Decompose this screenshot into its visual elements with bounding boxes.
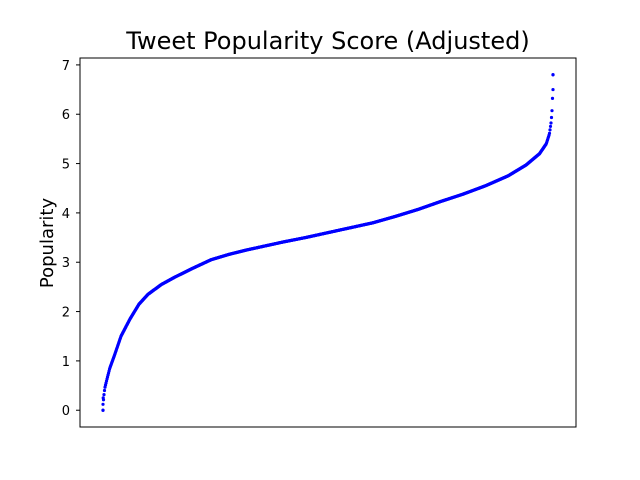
y-tick-label: 0 xyxy=(62,404,70,419)
chart-title: Tweet Popularity Score (Adjusted) xyxy=(125,27,529,55)
data-point xyxy=(101,408,105,412)
data-point xyxy=(102,388,107,393)
data-point xyxy=(548,124,553,129)
data-point xyxy=(101,402,105,406)
data-point xyxy=(547,131,552,135)
data-point xyxy=(102,393,106,397)
y-tick-label: 1 xyxy=(62,355,70,370)
data-point xyxy=(549,121,553,125)
data-series xyxy=(101,73,555,412)
y-tick-label: 6 xyxy=(62,108,70,123)
data-point xyxy=(550,96,555,100)
y-axis-ticks: 0 1 2 3 4 5 6 7 xyxy=(62,59,80,419)
y-tick-label: 5 xyxy=(62,158,70,173)
data-point xyxy=(550,109,554,113)
data-point xyxy=(101,396,105,400)
data-point xyxy=(551,73,555,77)
y-tick-label: 2 xyxy=(62,306,70,321)
data-point xyxy=(548,128,552,132)
y-tick-label: 4 xyxy=(62,207,70,222)
data-point xyxy=(551,87,555,92)
data-point xyxy=(549,115,554,120)
y-tick-label: 3 xyxy=(62,256,70,271)
y-axis-label: Popularity xyxy=(37,198,58,289)
plot-area-frame xyxy=(79,57,577,428)
y-tick-label: 7 xyxy=(62,59,70,74)
